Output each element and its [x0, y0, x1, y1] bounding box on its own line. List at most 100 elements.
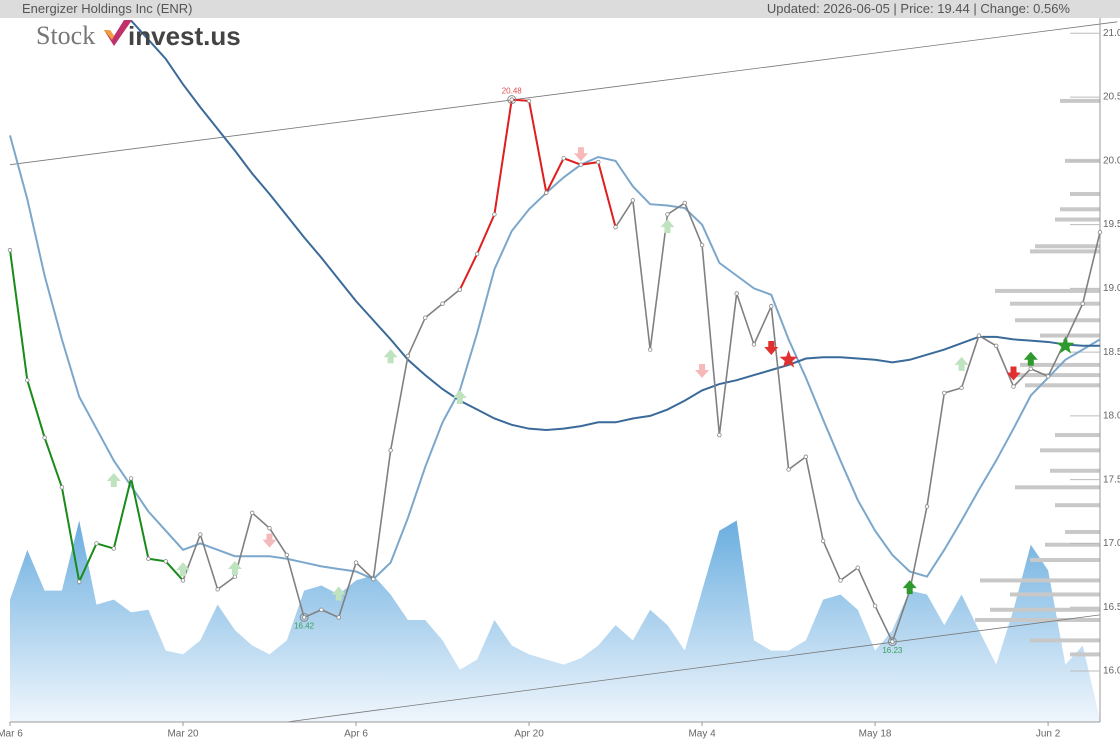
price-point	[526, 98, 532, 104]
price-point	[42, 435, 47, 440]
price-point	[1011, 384, 1016, 389]
volume-profile-bar	[1040, 448, 1100, 453]
price-point	[630, 198, 636, 203]
stock-title: Energizer Holdings Inc (ENR)	[22, 1, 193, 16]
y-tick-label: 20.5	[1103, 92, 1120, 103]
status: Updated: 2026-06-05 | Price: 19.44 | Cha…	[766, 1, 1070, 16]
logo-icon-accent	[104, 30, 114, 40]
logo-icon	[104, 20, 132, 46]
trendline	[9, 21, 1118, 166]
x-tick-label: May 18	[859, 729, 892, 740]
price-point	[682, 200, 687, 206]
header-bar: Energizer Holdings Inc (ENR) Updated: 20…	[0, 0, 1120, 18]
volume-profile-bar	[990, 607, 1100, 612]
x-tick-label: Mar 6	[0, 729, 23, 740]
price-point	[561, 156, 566, 161]
price-point	[7, 247, 13, 253]
volume-profile-bar	[1060, 207, 1100, 212]
logo[interactable]: Stock invest.us	[36, 20, 241, 51]
price-point	[301, 615, 307, 620]
price-point	[1028, 366, 1033, 371]
line	[9, 135, 1101, 581]
volume-profile-bar	[1030, 638, 1100, 643]
price-point	[1097, 230, 1103, 235]
extreme-marker	[507, 95, 517, 105]
volume-profile-bar	[1040, 333, 1100, 338]
line	[130, 19, 1100, 431]
price-point	[890, 639, 895, 644]
signal-down	[1006, 366, 1021, 381]
price-point	[855, 565, 860, 570]
signal-down-faded	[695, 364, 710, 378]
trendline	[286, 614, 1101, 723]
price-point	[163, 559, 168, 564]
price-point	[250, 510, 255, 516]
price-point	[457, 287, 463, 292]
y-tick-label: 19.0	[1103, 283, 1120, 294]
y-tick-label: 19.5	[1103, 219, 1120, 230]
logo-text[interactable]: Stock	[36, 21, 95, 50]
price-point	[474, 251, 480, 257]
volume-profile-bar	[1055, 217, 1100, 222]
extreme-label: 16.42	[294, 622, 315, 631]
extreme-label: 16.23	[882, 646, 903, 655]
volume-area	[10, 520, 1100, 722]
price-point	[232, 574, 238, 579]
price-point	[613, 224, 618, 230]
extreme-marker	[887, 637, 897, 647]
price-point	[353, 560, 359, 565]
line-segment	[9, 249, 184, 586]
volume-profile-bar	[1055, 503, 1100, 508]
price-point	[146, 556, 151, 561]
price-point	[180, 578, 186, 583]
signal-star-up	[1056, 336, 1075, 354]
price-point	[699, 242, 705, 248]
price-point	[423, 315, 428, 320]
volume-profile-bar	[1050, 468, 1100, 473]
volume-profile-bar	[1025, 383, 1100, 388]
x-tick-label: May 4	[688, 729, 716, 740]
price-point	[267, 525, 272, 531]
price-point	[405, 353, 411, 359]
price-point	[924, 504, 930, 509]
price-point	[198, 532, 203, 537]
price-point	[440, 301, 445, 306]
y-tick-label: 16.0	[1103, 666, 1120, 677]
price-point	[371, 576, 376, 582]
plot-area: 16.0 16.5 17.0 17.5 18.0 18.5 19.0 19.5 20.0 20.5…	[0, 18, 1120, 740]
volume-profile-bar	[980, 578, 1100, 583]
signal-up-faded	[383, 349, 398, 364]
signal-up-faded	[106, 472, 121, 487]
price-point	[665, 212, 670, 217]
price-point	[803, 454, 809, 459]
price-point	[509, 97, 514, 102]
x-tick-label: Jun 2	[1036, 729, 1061, 740]
volume-profile-bar	[1070, 192, 1100, 196]
signal-down-faded	[573, 147, 588, 162]
price-point	[578, 162, 584, 167]
price-point	[319, 607, 324, 612]
logo-text[interactable]: invest.us	[128, 21, 241, 51]
price-point	[388, 448, 393, 453]
price-point	[838, 578, 843, 583]
signal-up-faded	[227, 560, 242, 575]
price-point	[976, 333, 982, 338]
price-point	[128, 476, 134, 481]
line-segment	[458, 98, 617, 291]
signal-up-faded	[331, 586, 346, 601]
price-point	[492, 212, 497, 217]
volume-profile-bar	[995, 288, 1100, 293]
price-point	[25, 378, 30, 383]
x-tick-label: Mar 20	[167, 729, 199, 740]
extreme-label: 20.48	[502, 87, 523, 96]
signal-up-faded	[954, 356, 969, 371]
signal-up	[902, 580, 917, 595]
signal-down-faded	[262, 533, 277, 548]
price-point	[1045, 374, 1051, 379]
volume-profile-bar	[1055, 433, 1100, 438]
volume-profile-bar	[1070, 652, 1100, 657]
signal-up-faded	[452, 390, 467, 405]
price-point	[59, 485, 65, 490]
